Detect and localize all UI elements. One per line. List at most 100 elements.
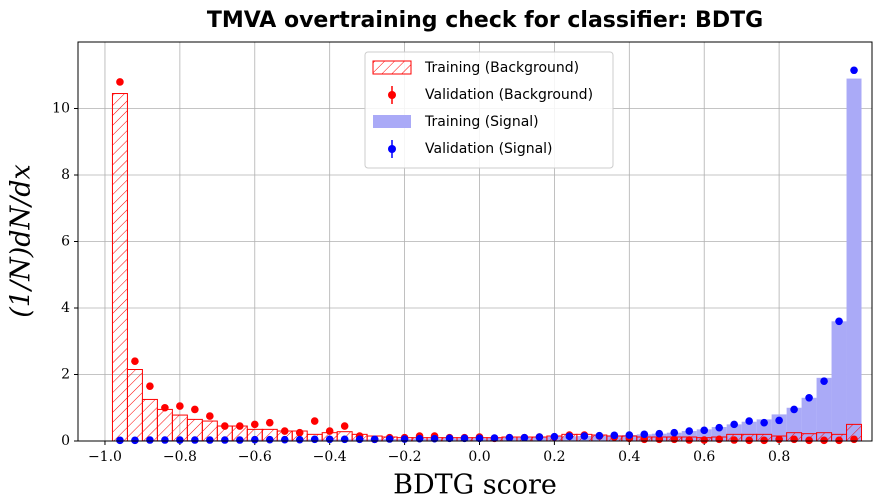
point (670, 428, 679, 437)
point (505, 433, 514, 442)
point (295, 428, 304, 437)
legend-swatch (388, 91, 396, 99)
x-tick-label: −1.0 (88, 449, 122, 465)
bar (126, 369, 143, 442)
bar (846, 78, 862, 441)
point (580, 432, 589, 440)
point (775, 435, 783, 444)
point (235, 422, 244, 430)
point (445, 434, 454, 443)
point (221, 436, 229, 444)
point (595, 431, 604, 440)
point (535, 433, 544, 441)
x-tick-label: 0.0 (468, 449, 490, 465)
point (550, 432, 559, 441)
point (610, 431, 619, 440)
point (191, 436, 199, 444)
legend-swatch (388, 145, 396, 153)
point (835, 436, 843, 445)
point (355, 435, 364, 444)
x-tick-label: 0.2 (543, 449, 565, 465)
point (250, 435, 259, 444)
point (131, 436, 139, 445)
y-tick-label: 6 (61, 234, 70, 250)
plot-frame (77, 41, 873, 442)
point (670, 435, 679, 444)
point (715, 423, 723, 432)
point (475, 434, 484, 443)
point (835, 317, 843, 326)
point (280, 435, 289, 444)
x-tick-label: −0.4 (313, 449, 347, 465)
bar (801, 397, 817, 441)
point (131, 357, 139, 366)
point (161, 403, 169, 412)
point (775, 416, 783, 425)
legend-label: Training (Signal) (424, 114, 539, 130)
point (370, 435, 379, 444)
y-tick-label: 4 (61, 300, 70, 316)
x-tick-label: −0.2 (388, 449, 422, 465)
point (640, 430, 649, 439)
legend-swatch (373, 115, 411, 128)
point (310, 435, 319, 444)
point (161, 436, 169, 444)
y-axis-label: (1/N)dN/dx (6, 164, 37, 317)
point (206, 436, 214, 444)
point (146, 382, 154, 390)
point (850, 66, 858, 75)
point (191, 405, 199, 414)
x-tick-label: 0.6 (693, 449, 715, 465)
point (520, 433, 529, 442)
point (176, 402, 184, 410)
point (385, 435, 394, 443)
point (340, 435, 349, 444)
point (176, 436, 184, 444)
legend-label: Validation (Background) (425, 87, 593, 103)
point (310, 417, 319, 425)
point (760, 436, 768, 445)
point (280, 427, 289, 435)
point (790, 435, 798, 444)
bar (771, 414, 787, 441)
point (625, 431, 634, 439)
point (146, 436, 154, 444)
x-tick-label: 0.8 (768, 449, 790, 465)
y-tick-label: 0 (61, 433, 70, 449)
point (760, 418, 768, 427)
point (221, 422, 229, 430)
point (685, 436, 694, 444)
point (820, 377, 828, 385)
y-tick-label: 8 (61, 167, 70, 183)
legend-box (364, 51, 614, 169)
point (700, 426, 709, 435)
point (700, 436, 709, 444)
point (745, 417, 753, 425)
point (805, 393, 813, 402)
bar (681, 431, 697, 441)
point (730, 420, 738, 429)
legend-label: Training (Background) (424, 60, 579, 76)
chart-title: TMVA overtraining check for classifier: … (207, 8, 763, 33)
point (325, 435, 334, 444)
point (715, 435, 723, 444)
point (565, 432, 574, 441)
point (265, 418, 274, 427)
point (325, 427, 334, 435)
y-tick-label: 10 (52, 101, 70, 117)
bar (141, 398, 158, 442)
bar (111, 93, 128, 442)
point (790, 405, 798, 414)
x-tick-label: 0.4 (618, 449, 640, 465)
point (850, 435, 858, 444)
point (250, 420, 259, 429)
point (295, 435, 304, 444)
point (116, 78, 124, 86)
y-tick-label: 2 (61, 367, 70, 383)
x-tick-label: −0.8 (163, 449, 197, 465)
point (820, 436, 828, 445)
bar (831, 321, 847, 441)
legend-swatch (372, 60, 412, 75)
x-axis-label: BDTG score (393, 470, 557, 501)
